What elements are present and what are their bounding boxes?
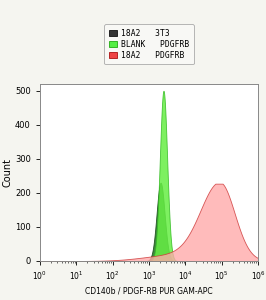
Legend: 18A2   3T3, BLANK   PDGFRB, 18A2   PDGFRB: 18A2 3T3, BLANK PDGFRB, 18A2 PDGFRB	[104, 24, 194, 64]
X-axis label: CD140b / PDGF-RB PUR GAM-APC: CD140b / PDGF-RB PUR GAM-APC	[85, 286, 213, 296]
Y-axis label: Count: Count	[2, 158, 12, 187]
